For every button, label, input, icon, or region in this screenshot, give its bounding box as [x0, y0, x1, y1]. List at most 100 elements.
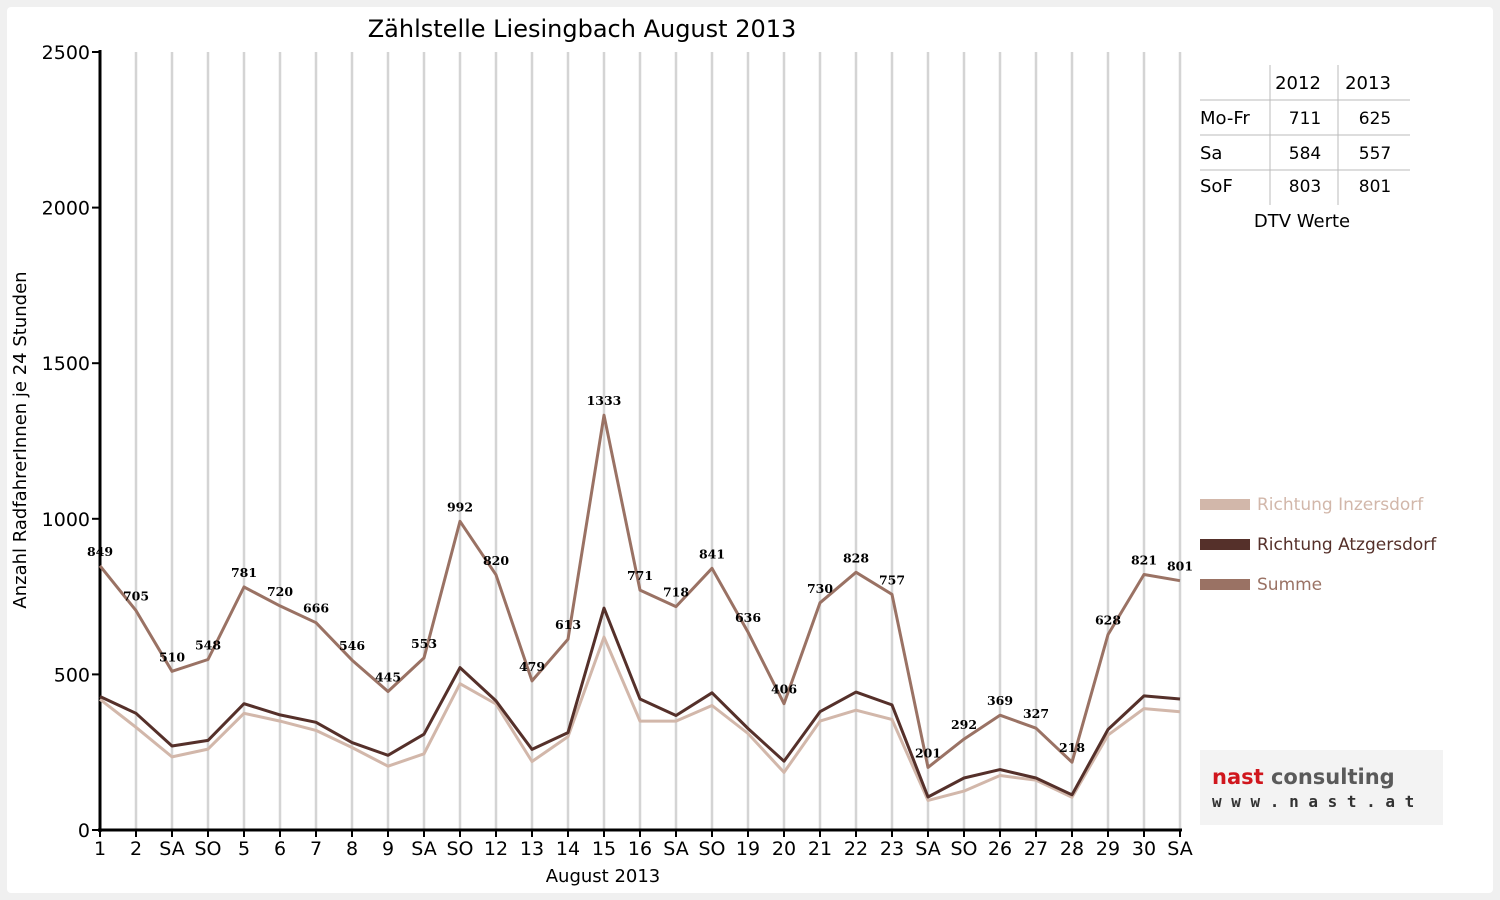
- y-tick-label: 2500: [42, 42, 90, 64]
- data-label: 718: [663, 585, 689, 600]
- series-line-summe: [98, 413, 1181, 769]
- dtv-cell: 803: [1289, 177, 1321, 197]
- data-label: 510: [159, 649, 185, 664]
- x-tick-label: 30: [1132, 838, 1156, 860]
- x-tick-label: 28: [1060, 838, 1084, 860]
- y-tick-label: 1500: [42, 353, 90, 375]
- legend-swatch: [1200, 499, 1250, 510]
- data-label: 771: [627, 568, 653, 583]
- data-label: 820: [483, 553, 509, 568]
- legend-label: Summe: [1257, 575, 1322, 595]
- x-tick-label: 21: [808, 838, 832, 860]
- x-tick-label: 6: [274, 838, 286, 860]
- legend-item-inzersdorf: Richtung Inzersdorf: [1200, 495, 1424, 515]
- x-tick-label: SA: [915, 838, 940, 860]
- data-label: 821: [1131, 553, 1157, 568]
- series-line-atzgersdorf: [99, 606, 1181, 799]
- data-label: 553: [411, 636, 437, 651]
- data-label: 992: [447, 499, 473, 514]
- chart-title: Zählstelle Liesingbach August 2013: [368, 15, 797, 43]
- data-label: 666: [303, 601, 329, 616]
- logo-wordmark: nast consulting: [1212, 765, 1395, 789]
- data-label: 1333: [587, 393, 622, 408]
- dtv-cell: 584: [1289, 144, 1321, 164]
- x-tick-label: 20: [772, 838, 796, 860]
- dtv-table: 2012 2013 Mo-Fr 711 625 Sa 584 557 SoF 8…: [1200, 65, 1410, 232]
- legend-item-summe: Summe: [1200, 575, 1322, 595]
- y-tick-label: 0: [78, 820, 90, 842]
- x-tick-label: 2: [130, 838, 142, 860]
- x-tick-label: SO: [698, 838, 725, 860]
- series-line-inzersdorf: [99, 635, 1181, 802]
- logo-url: w w w . n a s t . a t: [1212, 792, 1414, 811]
- nast-consulting-logo: nast consulting w w w . n a s t . a t: [1200, 750, 1443, 825]
- x-tick-label: 14: [556, 838, 580, 860]
- dtv-cell: 801: [1359, 177, 1391, 197]
- x-tick-label: SO: [446, 838, 473, 860]
- x-tick-label: 8: [346, 838, 358, 860]
- data-label: 479: [519, 659, 545, 674]
- data-label: 292: [951, 717, 977, 732]
- dtv-cell: 711: [1289, 109, 1321, 129]
- logo-word-nast: nast: [1212, 765, 1264, 789]
- x-tick-label: 12: [484, 838, 508, 860]
- dtv-row-label: Mo-Fr: [1200, 108, 1250, 129]
- dtv-row-label: SoF: [1200, 176, 1233, 197]
- data-labels: 849 705 510 548 781 720 666 546 445 553 992 820 479 6…: [87, 393, 1193, 760]
- data-label: 548: [195, 637, 221, 652]
- data-label: 369: [987, 693, 1013, 708]
- data-label: 841: [699, 546, 725, 561]
- x-tick-label: SA: [159, 838, 184, 860]
- data-label: 801: [1167, 559, 1193, 574]
- dtv-header-2012: 2012: [1275, 73, 1321, 94]
- x-tick-label: 29: [1096, 838, 1120, 860]
- data-label: 546: [339, 638, 365, 653]
- series-lines: [98, 413, 1181, 802]
- x-tick-label: 13: [520, 838, 544, 860]
- data-label: 730: [807, 581, 833, 596]
- x-tick-label: SA: [411, 838, 436, 860]
- dtv-row-label: Sa: [1200, 143, 1222, 164]
- data-label: 705: [123, 589, 149, 604]
- chart-panel: [7, 7, 1493, 893]
- legend-swatch: [1200, 539, 1250, 550]
- data-label: 720: [267, 584, 293, 599]
- x-tick-label: 9: [382, 838, 394, 860]
- x-tick-label: 23: [880, 838, 904, 860]
- data-label: 406: [771, 682, 797, 697]
- dtv-caption: DTV Werte: [1254, 211, 1350, 232]
- data-label: 628: [1095, 613, 1121, 628]
- y-axis-title: Anzahl RadfahrerInnen je 24 Stunden: [10, 271, 31, 608]
- y-tick-label: 2000: [42, 198, 90, 220]
- data-label: 636: [735, 610, 761, 625]
- dtv-header-2013: 2013: [1345, 73, 1391, 94]
- legend-swatch: [1200, 579, 1250, 590]
- x-axis-title: August 2013: [546, 866, 661, 887]
- x-tick-label: 5: [238, 838, 250, 860]
- x-tick-label: SO: [194, 838, 221, 860]
- x-tick-label: SA: [663, 838, 688, 860]
- legend-label: Richtung Inzersdorf: [1257, 495, 1424, 515]
- x-tick-label: 26: [988, 838, 1012, 860]
- x-tick-label: 19: [736, 838, 760, 860]
- legend-label: Richtung Atzgersdorf: [1257, 535, 1437, 555]
- data-label: 828: [843, 550, 869, 565]
- dtv-cell: 557: [1359, 144, 1391, 164]
- x-tick-label: 22: [844, 838, 868, 860]
- x-tick-label: SA: [1167, 838, 1192, 860]
- legend: Richtung Inzersdorf Richtung Atzgersdorf…: [1200, 495, 1437, 595]
- x-tick-label: 7: [310, 838, 322, 860]
- x-tick-label: 27: [1024, 838, 1048, 860]
- data-label: 849: [87, 544, 113, 559]
- x-tick-label: 16: [628, 838, 652, 860]
- logo-word-consulting: consulting: [1264, 765, 1395, 789]
- x-tick-label: 15: [592, 838, 616, 860]
- data-label: 445: [375, 670, 401, 685]
- data-label: 613: [555, 617, 581, 632]
- dtv-cell: 625: [1359, 109, 1391, 129]
- y-tick-label: 500: [54, 664, 90, 686]
- data-label: 327: [1023, 706, 1049, 721]
